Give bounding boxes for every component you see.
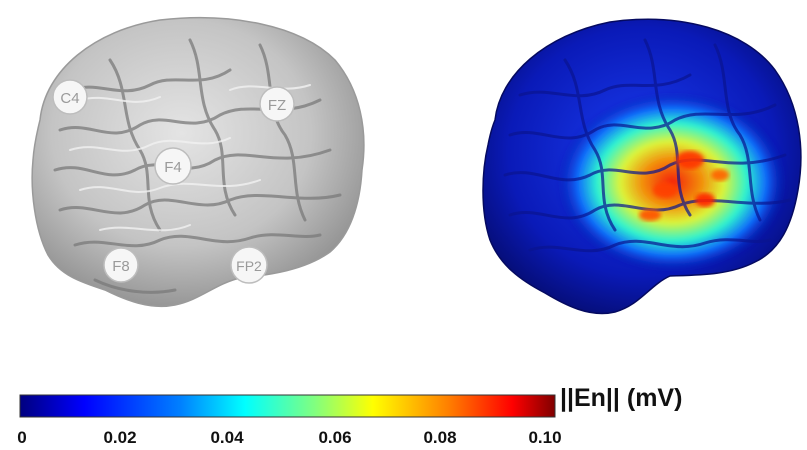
colorbar-tick: 0.06 bbox=[318, 428, 352, 447]
colorbar-tick: 0.02 bbox=[103, 428, 137, 447]
colorbar-tick: 0.08 bbox=[423, 428, 457, 447]
right-brain-hotspots bbox=[639, 151, 729, 221]
colorbar-label: ||En|| (mV) bbox=[560, 384, 683, 412]
electrode-f8: F8 bbox=[103, 247, 139, 283]
electrode-fz-label: FZ bbox=[268, 97, 286, 114]
electrode-f4-label: F4 bbox=[164, 159, 182, 176]
colorbar-tick: 0.10 bbox=[528, 428, 562, 447]
colorbar-tick: 0 bbox=[17, 428, 27, 447]
colorbar-ticks: 0 0.02 0.04 0.06 0.08 0.10 bbox=[0, 428, 807, 450]
electrode-c4: C4 bbox=[52, 79, 88, 115]
electrode-fz: FZ bbox=[259, 86, 295, 122]
electrode-c4-label: C4 bbox=[60, 90, 79, 107]
left-brain: C4 FZ F4 F8 FP2 bbox=[31, 17, 365, 308]
electrode-fp2-label: FP2 bbox=[236, 258, 262, 274]
electrode-fp2: FP2 bbox=[230, 246, 268, 284]
right-brain bbox=[482, 18, 802, 315]
colorbar bbox=[19, 394, 556, 418]
colorbar-gradient bbox=[19, 394, 556, 418]
colorbar-tick: 0.04 bbox=[210, 428, 244, 447]
electrode-f8-label: F8 bbox=[112, 258, 130, 275]
right-brain-gyri bbox=[503, 38, 792, 253]
left-brain-highlights bbox=[69, 84, 311, 232]
electrode-f4: F4 bbox=[154, 147, 192, 185]
